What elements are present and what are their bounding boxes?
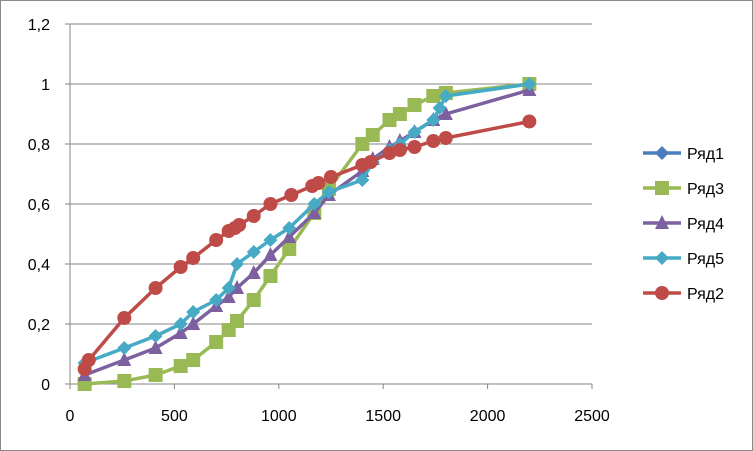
data-point <box>324 170 338 184</box>
data-point <box>263 269 277 283</box>
data-point <box>311 176 325 190</box>
legend-marker <box>655 146 669 160</box>
series-line <box>85 122 530 370</box>
data-point <box>174 260 188 274</box>
data-point <box>149 329 163 343</box>
series-line <box>85 90 530 375</box>
legend-item: Ряд3 <box>643 181 724 198</box>
data-point <box>426 134 440 148</box>
data-point <box>247 209 261 223</box>
legend-label: Ряд3 <box>687 181 724 198</box>
data-point <box>393 143 407 157</box>
series-3 <box>78 82 537 381</box>
y-tick-label: 0,8 <box>28 137 50 154</box>
data-point <box>408 140 422 154</box>
data-point <box>263 197 277 211</box>
series-2 <box>78 77 537 391</box>
data-point <box>393 107 407 121</box>
x-tick-label: 1500 <box>365 408 401 425</box>
data-point <box>522 115 536 129</box>
legend-item: Ряд4 <box>643 215 724 233</box>
legend-label: Ряд2 <box>687 286 724 303</box>
y-tick-label: 0 <box>41 377 50 394</box>
legend: Ряд1 Ряд3 Ряд4 Ряд5 Ряд2 <box>643 146 724 303</box>
data-point <box>426 89 440 103</box>
legend-label: Ряд5 <box>687 251 724 268</box>
y-tick-label: 0,6 <box>28 197 50 214</box>
data-point <box>149 281 163 295</box>
data-point <box>247 293 261 307</box>
data-point <box>117 374 131 388</box>
data-point <box>366 128 380 142</box>
y-tick-label: 1 <box>41 77 50 94</box>
data-point <box>284 188 298 202</box>
y-tick-label: 0,2 <box>28 317 50 334</box>
legend-marker <box>655 181 669 195</box>
x-tick-label: 500 <box>161 408 188 425</box>
legend-marker <box>655 286 669 300</box>
legend-item: Ряд1 <box>643 146 724 163</box>
data-point <box>230 314 244 328</box>
legend-item: Ряд2 <box>643 286 724 303</box>
x-tick-label: 2000 <box>470 408 506 425</box>
data-point <box>117 311 131 325</box>
y-tick-label: 0,4 <box>28 257 50 274</box>
series-5 <box>78 115 537 377</box>
data-point <box>174 359 188 373</box>
data-point <box>117 341 131 355</box>
data-point <box>439 131 453 145</box>
data-point <box>408 98 422 112</box>
data-point <box>209 335 223 349</box>
data-point <box>82 353 96 367</box>
x-tick-label: 1000 <box>261 408 297 425</box>
data-point <box>149 368 163 382</box>
legend-marker <box>655 251 669 265</box>
data-point <box>209 233 223 247</box>
data-point <box>364 155 378 169</box>
data-point <box>282 242 296 256</box>
data-point <box>186 251 200 265</box>
legend-label: Ряд1 <box>687 146 724 163</box>
y-tick-label: 1,2 <box>28 17 50 34</box>
axes <box>65 24 592 389</box>
x-tick-label: 0 <box>66 408 75 425</box>
legend-label: Ряд4 <box>687 216 724 233</box>
series-lines <box>78 77 537 391</box>
data-point <box>186 353 200 367</box>
x-tick-label: 2500 <box>574 408 610 425</box>
data-point <box>232 218 246 232</box>
legend-item: Ряд5 <box>643 251 724 268</box>
